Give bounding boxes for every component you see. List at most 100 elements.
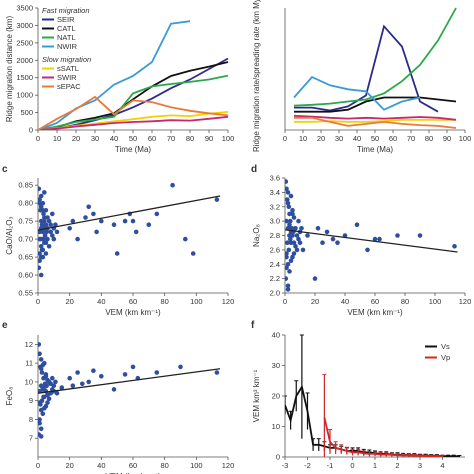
y-axis-label: CaO/Al₂O₃ <box>5 216 14 254</box>
scatter-point <box>290 254 295 260</box>
scatter-point <box>288 236 293 242</box>
scatter-point <box>452 244 457 249</box>
series-line-NATL <box>293 7 457 107</box>
x-tick-label: 100 <box>190 297 203 306</box>
scatter-point <box>38 426 44 432</box>
x-tick-label: 40 <box>97 297 105 306</box>
y-tick-label: 12 <box>25 340 33 349</box>
x-tick-label: 30 <box>335 134 343 143</box>
y-axis-label: VEM km³ km⁻¹ <box>252 369 261 422</box>
scatter-point <box>43 240 49 245</box>
series-line-SWIR <box>38 115 229 130</box>
x-tick-label: 4 <box>440 461 444 470</box>
scatter-point <box>50 211 55 217</box>
scatter-point <box>42 218 47 224</box>
scatter-point <box>154 370 160 375</box>
x-tick-label: 60 <box>371 297 379 306</box>
panel-a: 0 10 20 30 40 50 60 70 80 90 100050010001500200025… <box>5 4 234 155</box>
scatter-point <box>45 215 50 220</box>
y-tick-label: 3000 <box>16 21 33 30</box>
x-tick-label: 60 <box>129 297 137 306</box>
axes-c <box>35 178 229 296</box>
scatter-point <box>312 276 318 281</box>
x-tick-label: 60 <box>389 134 397 143</box>
scatter-point <box>83 215 88 220</box>
x-tick-label: 40 <box>353 134 361 143</box>
scatter-point <box>178 364 183 370</box>
x-tick-label: 3 <box>418 461 422 470</box>
scatter-point <box>41 211 46 217</box>
scatter-point <box>395 233 400 238</box>
scatter-point <box>42 190 47 195</box>
scatter-point <box>289 226 295 231</box>
x-tick-label: 1 <box>373 461 377 470</box>
x-tick-label: 20 <box>311 297 319 306</box>
scatter-point <box>91 211 96 217</box>
panel-letter-c: c <box>2 164 8 175</box>
data-d <box>285 179 458 292</box>
x-tick-label: 20 <box>65 461 73 470</box>
scatter-point <box>44 229 49 235</box>
scatter-point <box>50 233 55 238</box>
scatter-point <box>99 374 104 379</box>
x-tick-label: 20 <box>65 297 73 306</box>
series-line-NWIR <box>293 76 421 111</box>
scatter-point <box>46 396 52 402</box>
y-tick-label: 9 <box>29 396 33 405</box>
y-tick-label: 3500 <box>16 4 33 13</box>
axes-a <box>35 7 229 133</box>
scatter-point <box>38 244 44 249</box>
legend-label-sEPAC: sEPAC <box>57 82 81 91</box>
scatter-point <box>288 240 294 245</box>
y-tick-label: 10 <box>25 377 33 386</box>
scatter-point <box>285 265 289 271</box>
y-tick-label: 0.75 <box>18 217 33 226</box>
scatter-point <box>299 226 304 231</box>
scatter-point <box>54 229 60 235</box>
scatter-point <box>86 204 91 210</box>
scatter-point <box>38 193 44 199</box>
scatter-point <box>48 222 53 227</box>
y-tick-label: 0 <box>29 126 33 135</box>
y-tick-label: 0.70 <box>18 235 33 244</box>
scatter-point <box>296 236 301 242</box>
scatter-point <box>40 229 46 235</box>
axes-b <box>284 8 466 133</box>
x-tick-label: 100 <box>190 461 203 470</box>
y-tick-label: 40 <box>272 331 280 340</box>
scatter-point <box>291 251 297 256</box>
scatter-point <box>285 254 289 260</box>
scatter-point <box>38 420 42 426</box>
x-tick-label: 120 <box>222 297 235 306</box>
scatter-point <box>42 394 47 400</box>
x-tick-label: 80 <box>160 297 168 306</box>
y-tick-label: 0 <box>276 453 280 462</box>
scatter-point <box>40 411 46 417</box>
series-line-Vs <box>285 384 460 457</box>
scatter-point <box>51 383 57 389</box>
scatter-point <box>288 258 294 264</box>
x-tick-label: -1 <box>327 461 334 470</box>
scatter-point <box>38 272 44 278</box>
x-tick-label: 40 <box>110 134 118 143</box>
x-tick-label: 80 <box>425 134 433 143</box>
y-tick-label: 0.55 <box>18 289 33 298</box>
scatter-point <box>288 193 294 199</box>
x-axis-label: VEM (km km⁻¹) <box>105 308 161 317</box>
y-tick-label: 2.6 <box>270 245 280 254</box>
scatter-point <box>285 200 291 206</box>
scatter-point <box>38 417 42 422</box>
scatter-point <box>42 233 48 238</box>
x-tick-label: 30 <box>91 134 99 143</box>
scatter-point <box>42 360 47 366</box>
x-tick-label: 40 <box>97 461 105 470</box>
scatter-point <box>38 197 42 202</box>
scatter-point <box>286 204 292 210</box>
x-tick-label: 100 <box>459 134 472 143</box>
series-line-Vp <box>323 417 443 457</box>
axes-d <box>282 177 466 296</box>
legend-group-heading: Slow migration <box>42 55 91 64</box>
y-tick-label: 1000 <box>16 91 33 100</box>
legend-label-Vp: Vp <box>441 353 450 362</box>
